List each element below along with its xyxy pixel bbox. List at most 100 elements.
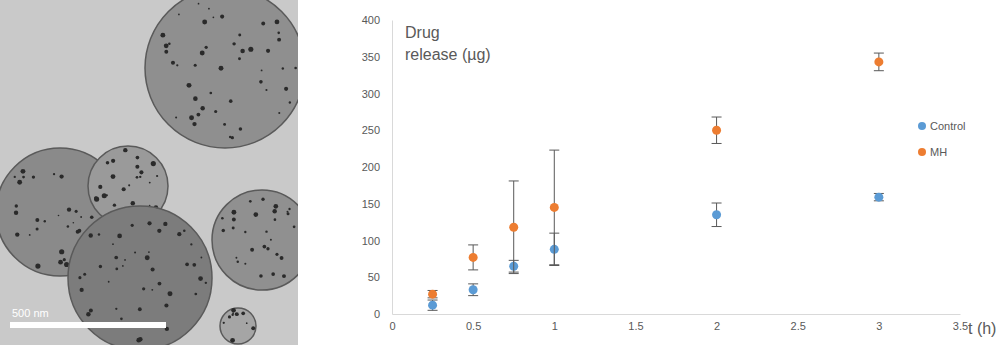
nanoparticle (231, 314, 233, 316)
nanoparticle (120, 318, 123, 321)
scale-label: 500 nm (12, 307, 49, 319)
nanoparticle (244, 231, 246, 233)
nanoparticle (145, 255, 150, 260)
nanoparticle (164, 303, 168, 307)
y-tick: 200 (362, 161, 392, 173)
y-tick: 150 (362, 198, 392, 210)
nanoparticle (221, 217, 224, 220)
tick-label: 150 (362, 198, 380, 210)
nanoparticle (230, 338, 235, 343)
tick-label: 0 (389, 320, 395, 332)
nanoparticle (148, 251, 150, 253)
nanoparticle (200, 257, 202, 259)
error-cap (874, 70, 884, 71)
y-axis: 050100150200250300350400 (362, 14, 393, 320)
error-cap (509, 180, 519, 181)
error-cap (428, 310, 438, 311)
nanoparticle (94, 196, 98, 200)
data-point (550, 203, 559, 212)
error-cap (549, 264, 559, 265)
error-bar (874, 53, 884, 71)
error-cap (468, 295, 478, 296)
nanoparticle (136, 156, 140, 160)
nanoparticle (59, 249, 64, 254)
nanoparticle (250, 248, 254, 252)
nanoparticle (122, 187, 126, 191)
legend-marker (918, 122, 926, 130)
nanoparticle (272, 209, 276, 213)
tick-label: 2.5 (791, 320, 806, 332)
nanoparticle (142, 287, 145, 290)
nanoparticle (99, 265, 102, 268)
nanoparticle (189, 115, 194, 120)
particle (212, 190, 298, 290)
error-cap (468, 269, 478, 270)
data-point (428, 290, 437, 299)
nanoparticle (128, 184, 130, 186)
nanoparticle (108, 281, 110, 283)
nanoparticle (44, 220, 46, 222)
nanoparticle (232, 210, 237, 215)
x-tick: 2.5 (791, 314, 806, 332)
error-bar (468, 284, 478, 296)
nanoparticle (123, 148, 127, 152)
nanoparticle (240, 49, 245, 54)
nanoparticle (112, 243, 114, 245)
nanoparticle (171, 61, 175, 65)
nanoparticle (241, 311, 245, 315)
legend-label: Control (930, 120, 965, 132)
micrograph (0, 0, 298, 345)
page: 500 nm00.511.522.533.5050100150200250300… (0, 0, 1008, 345)
error-bar (468, 245, 478, 270)
nanoparticle (187, 83, 192, 88)
y-tick: 50 (368, 271, 392, 283)
nanoparticle (113, 203, 116, 206)
nanoparticle (229, 99, 233, 103)
nanoparticle (78, 276, 81, 279)
tick-label: 50 (368, 271, 380, 283)
nanoparticle (223, 322, 225, 324)
nanoparticle (67, 207, 71, 211)
nanoparticle (114, 256, 118, 260)
tick-label: 350 (362, 51, 380, 63)
nanoparticle (192, 122, 196, 126)
nanoparticle (73, 222, 75, 224)
nanoparticle (176, 64, 178, 66)
error-cap (712, 226, 722, 227)
tick-label: 100 (362, 235, 380, 247)
nanoparticle (164, 50, 168, 54)
nanoparticle (17, 180, 22, 185)
nanoparticle (89, 309, 93, 313)
x-tick: 1.5 (628, 314, 643, 332)
nanoparticle (282, 274, 286, 278)
particle (145, 0, 298, 148)
tick-label: 200 (362, 161, 380, 173)
nanoparticle (168, 291, 173, 296)
nanoparticle (193, 96, 198, 101)
nanoparticle (232, 227, 235, 230)
tick-label: 300 (362, 88, 380, 100)
nanoparticle (58, 215, 60, 217)
nanoparticle (251, 326, 255, 330)
nanoparticle (205, 46, 208, 49)
nanoparticle (266, 49, 270, 53)
nanoparticle (53, 173, 55, 175)
error-bar (712, 117, 722, 143)
nanoparticle (209, 92, 212, 95)
nanoparticle (277, 38, 281, 42)
nanoparticle (168, 43, 171, 46)
nanoparticle (277, 32, 280, 35)
nanoparticle (194, 64, 197, 67)
data-point (712, 126, 721, 135)
nanoparticle (213, 17, 215, 19)
data-point (712, 210, 721, 219)
nanoparticle (106, 194, 108, 196)
x-tick: 3.5 (953, 314, 968, 332)
nanoparticle (289, 101, 291, 103)
legend: ControlMH (918, 120, 965, 158)
nanoparticle (273, 204, 278, 209)
nanoparticle (205, 282, 207, 284)
nanoparticle (263, 245, 267, 249)
nanoparticle (266, 247, 269, 250)
data-point (509, 223, 518, 232)
